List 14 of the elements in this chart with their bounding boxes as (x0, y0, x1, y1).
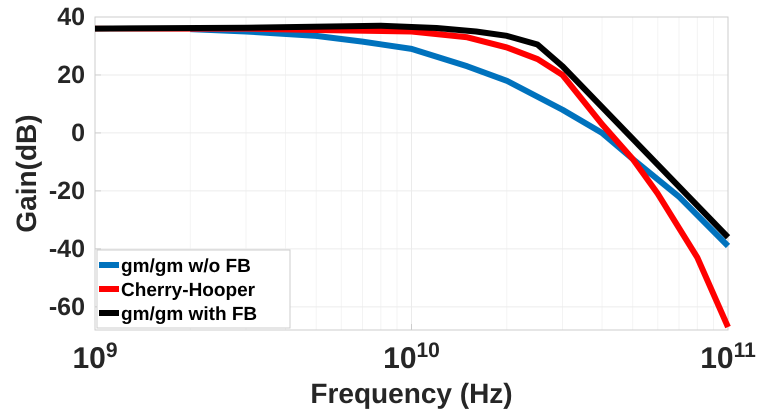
x-tick-label: 10$^{10}$ (383, 338, 440, 375)
y-tick-label: 40 (57, 3, 85, 31)
x-tick-label: 10$^{9}$ (72, 338, 118, 375)
y-tick-label: -60 (48, 292, 85, 321)
y-axis-title: Gain(dB) (11, 114, 42, 233)
y-tick-label: -20 (48, 176, 85, 205)
x-tick-label: 10$^{11}$ (700, 338, 756, 375)
legend-label: gm/gm with FB (121, 304, 258, 325)
legend-label: Cherry-Hooper (121, 280, 256, 301)
y-tick-label: 20 (57, 60, 85, 89)
y-tick-label: 0 (71, 118, 85, 147)
y-tick-label: -40 (48, 234, 85, 263)
x-axis-title: Frequency (Hz) (310, 378, 513, 409)
legend-label: gm/gm w/o FB (121, 256, 251, 277)
